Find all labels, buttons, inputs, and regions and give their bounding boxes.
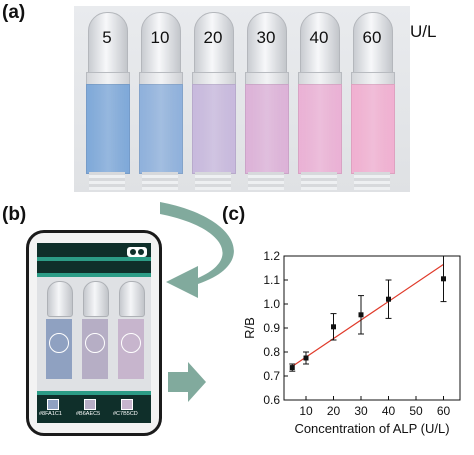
data-point [289,365,295,371]
panel-c-label: (c) [222,204,246,225]
swatch-code: #8FA1C1 [39,411,62,417]
swatch-code: #B6AEC5 [76,411,101,417]
vial-label: 5 [102,28,112,47]
vial-label: 30 [256,28,276,47]
phone-header-bar [37,261,151,273]
y-tick-label: 0.8 [263,345,280,359]
x-axis-title: Concentration of ALP (U/L) [294,421,449,436]
phone-vial [81,281,109,387]
swatch-panel: #8FA1C1 #B6AEC5 #C7B5CD [37,395,151,423]
rb-chart: 10 20 30 40 50 60 0.6 0.7 0.8 0.9 1.0 1.1 1.2 Concent… [242,249,461,436]
vial-photo: 5 10 20 30 40 60 [74,6,410,192]
phone-screen: #8FA1C1 #B6AEC5 #C7B5CD [37,243,151,423]
y-axis-title: R/B [242,317,257,339]
data-point [303,355,309,361]
phone-vial-photo [37,277,151,391]
vial-label: 40 [309,28,329,47]
phone-vial [117,281,145,387]
y-tick-label: 1.2 [263,249,280,263]
x-tick-label: 60 [437,404,451,418]
vial: 5 [84,6,130,192]
x-tick-label: 10 [299,404,313,418]
data-point [358,312,364,318]
data-point [386,296,391,302]
data-point [331,324,336,330]
vial: 10 [137,6,183,192]
phone-vial [45,281,73,387]
x-tick-label: 30 [354,404,368,418]
y-tick-label: 1.1 [263,273,280,287]
camera-icon [127,247,147,257]
x-tick-label: 20 [327,404,341,418]
x-tick-label: 40 [382,404,396,418]
panel-b-label: (b) [2,204,27,225]
vial-label: 10 [150,28,170,47]
vial: 30 [243,6,289,192]
data-point [441,276,446,282]
smartphone: #8FA1C1 #B6AEC5 #C7B5CD [26,230,162,436]
fit-line [291,263,444,367]
panel-a-label: (a) [2,2,26,23]
x-tick-label: 50 [409,404,423,418]
color-swatch [121,399,133,410]
y-tick-label: 0.6 [263,393,280,407]
plot-frame [283,255,461,401]
phone-status-bar [37,243,151,257]
vial: 60 [349,6,395,192]
y-tick-label: 0.9 [263,321,280,335]
color-swatch [47,399,59,410]
unit-label: U/L [410,22,437,41]
y-tick-label: 1.0 [263,297,280,311]
vial-label: 20 [203,28,223,47]
vial: 20 [190,6,236,192]
y-tick-label: 0.7 [263,369,280,383]
vial: 40 [296,6,342,192]
swatch-code: #C7B5CD [113,411,138,417]
right-arrow [168,362,206,402]
vial-label: 60 [362,28,382,47]
color-swatch [84,399,96,410]
